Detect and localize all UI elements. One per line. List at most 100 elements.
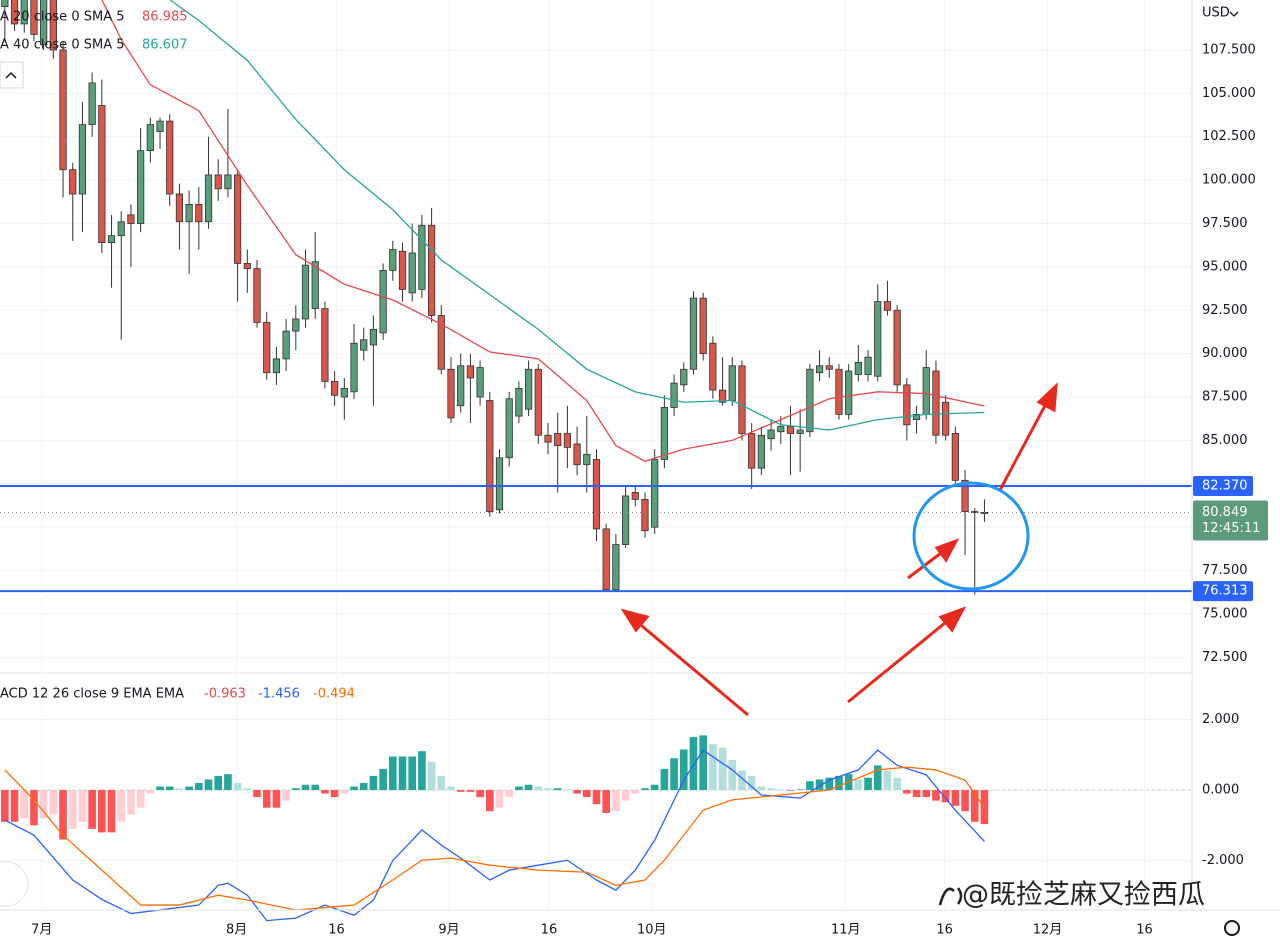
histogram-bar (127, 790, 135, 815)
legend-value: -0.963 (204, 687, 246, 702)
histogram-bar (941, 790, 950, 803)
histogram-bar (524, 784, 533, 791)
legend-value: -0.494 (313, 687, 355, 702)
y-tick-label: 0.000 (1202, 783, 1239, 798)
logo (0, 861, 29, 907)
histogram-bar (485, 790, 494, 812)
candle-body (971, 511, 979, 513)
candle-body (195, 204, 203, 223)
histogram-bar (49, 790, 58, 815)
histogram-bar (573, 790, 581, 794)
y-tick-label: -2.000 (1202, 853, 1244, 868)
candle-body (40, 0, 48, 46)
y-tick-label: 95.000 (1202, 259, 1248, 274)
candle-body (379, 269, 387, 334)
candle-body (107, 235, 116, 243)
histogram-bar (534, 786, 543, 791)
candle-body (709, 342, 717, 391)
candle-body (544, 434, 552, 443)
candle-body (88, 82, 96, 125)
histogram-bar (10, 790, 19, 822)
highlight-circle (912, 481, 1030, 591)
histogram-bar (107, 790, 116, 833)
histogram-bar (621, 790, 630, 801)
candle-body (563, 433, 571, 448)
sma-line (101, 0, 985, 462)
legend-value: 86.607 (142, 38, 188, 53)
candle-body (137, 150, 145, 224)
candle-body (350, 342, 358, 393)
legend-value: 86.985 (142, 10, 188, 25)
y-tick-label: 102.500 (1202, 129, 1256, 144)
histogram-bar (631, 790, 640, 794)
candle-body (767, 429, 775, 440)
histogram-bar (253, 790, 261, 798)
histogram-bar (427, 761, 436, 791)
histogram-bar (786, 790, 795, 791)
x-tick-label: 16 (1136, 923, 1153, 938)
candle-body (447, 368, 455, 419)
histogram-bar (912, 790, 921, 798)
histogram-bar (854, 779, 863, 791)
candle-body (301, 264, 310, 320)
candle-body (554, 433, 562, 447)
marks (0, 0, 1192, 922)
arrow-head (934, 538, 960, 563)
histogram-bar (515, 786, 523, 791)
candle-body (398, 250, 407, 290)
histogram-bar (970, 790, 979, 822)
current-price-bg (1193, 500, 1268, 541)
arrow (998, 399, 1050, 491)
candle-body (748, 433, 756, 469)
histogram-bar (78, 790, 87, 822)
candle-body (505, 398, 513, 459)
x-tick-label: 9月 (438, 923, 459, 938)
candle-body (951, 433, 959, 481)
histogram-bar (350, 786, 358, 791)
candle-body (845, 370, 853, 415)
candle-body (602, 528, 610, 591)
histogram-bar (88, 790, 96, 829)
y-tick-label: 105.000 (1202, 86, 1256, 101)
collapse-button[interactable] (0, 61, 24, 89)
candle-body (932, 370, 940, 436)
candle-body (466, 365, 474, 379)
candle-body (583, 453, 591, 466)
candle-body (874, 301, 882, 377)
histogram-bar (321, 790, 329, 794)
legend-name: A 40 close 0 SMA 5 (0, 38, 124, 53)
y-tick-label: 90.000 (1202, 346, 1248, 361)
histogram-bar (893, 777, 901, 791)
histogram-bar (146, 790, 155, 794)
histogram-bar (389, 756, 397, 791)
histogram-bar (563, 789, 572, 791)
histogram-bar (175, 788, 184, 791)
histogram-bar (592, 790, 601, 805)
macd-line (4, 749, 985, 922)
candle-body (204, 174, 213, 223)
histogram-bar (311, 784, 320, 791)
candle-body (408, 252, 416, 294)
candle-body (961, 479, 969, 512)
histogram-bar (951, 790, 960, 806)
histogram-bar (582, 790, 591, 798)
settings-icon[interactable] (1224, 920, 1240, 936)
candle-body (486, 400, 494, 512)
histogram-bar (612, 790, 620, 812)
histogram-bar (340, 790, 349, 794)
histogram-bar (224, 774, 232, 791)
histogram-bar (776, 789, 785, 791)
candle-body (185, 204, 193, 223)
histogram-bar (282, 790, 290, 801)
histogram-bar (670, 758, 678, 791)
x-tick-label: 8月 (226, 923, 247, 938)
watermark: @既捡芝麻又捡西瓜 (962, 880, 1205, 911)
candle-body (670, 382, 678, 408)
candle-body (699, 297, 707, 355)
histogram-bar (738, 770, 746, 791)
histogram-bar (747, 775, 756, 791)
candle-body (311, 261, 319, 309)
histogram-bar (20, 790, 29, 819)
histogram-bar (68, 790, 77, 829)
